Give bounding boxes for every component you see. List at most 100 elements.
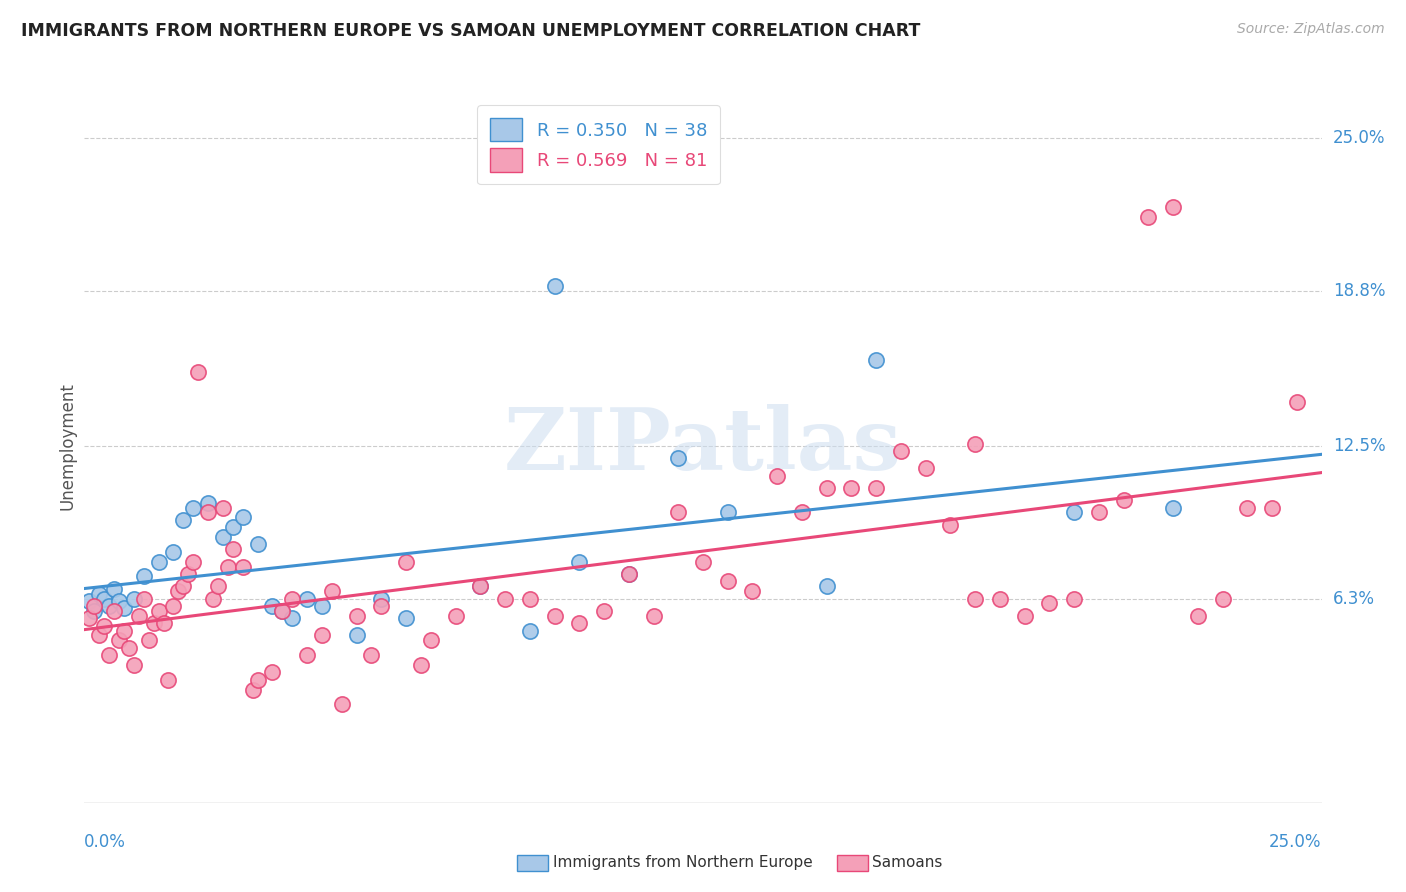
Text: Immigrants from Northern Europe: Immigrants from Northern Europe (553, 855, 813, 870)
Point (1236, 500, 1258, 515)
Point (108, 594, 131, 608)
Point (246, 673, 269, 687)
Point (232, 510, 254, 524)
Point (1261, 500, 1284, 515)
Point (232, 559, 254, 574)
Point (568, 555, 591, 569)
Point (222, 520, 245, 534)
Point (717, 505, 740, 519)
Point (865, 352, 887, 367)
Point (83, 599, 105, 613)
Text: ZIPatlas: ZIPatlas (503, 404, 903, 488)
Point (112, 601, 135, 615)
Point (890, 444, 912, 458)
Point (207, 579, 229, 593)
Point (152, 616, 174, 631)
Point (89, 628, 111, 642)
Point (330, 698, 353, 712)
Point (395, 611, 418, 625)
Point (965, 436, 987, 450)
Point (543, 608, 565, 623)
Point (98, 599, 121, 613)
Point (470, 579, 492, 593)
Point (148, 555, 170, 569)
Point (79, 611, 101, 625)
Point (122, 591, 145, 606)
Point (1161, 500, 1184, 515)
Point (217, 559, 239, 574)
Point (988, 591, 1011, 606)
Point (717, 574, 740, 589)
Point (295, 648, 318, 662)
Point (643, 608, 665, 623)
Point (246, 537, 269, 551)
Point (741, 584, 763, 599)
Point (444, 608, 467, 623)
Point (914, 461, 936, 475)
Point (212, 500, 235, 515)
Point (242, 682, 264, 697)
Point (1137, 210, 1160, 224)
Point (177, 566, 200, 581)
Point (212, 530, 235, 544)
Point (1112, 493, 1135, 508)
Y-axis label: Unemployment: Unemployment (58, 382, 76, 510)
Point (103, 604, 125, 618)
Point (167, 584, 190, 599)
Point (311, 628, 333, 642)
Point (172, 513, 194, 527)
Point (841, 481, 863, 495)
Point (1161, 200, 1184, 214)
Point (271, 604, 294, 618)
Point (1063, 505, 1085, 519)
Point (311, 599, 333, 613)
Text: Samoans: Samoans (872, 855, 942, 870)
Point (83, 604, 105, 618)
Point (1038, 597, 1060, 611)
Point (93, 618, 115, 632)
Point (108, 633, 131, 648)
Point (181, 500, 204, 515)
Point (157, 673, 180, 687)
Point (162, 545, 184, 559)
Point (295, 591, 318, 606)
Point (181, 555, 204, 569)
Point (519, 591, 541, 606)
Point (132, 591, 155, 606)
Point (1285, 394, 1308, 409)
Point (409, 658, 432, 673)
Point (519, 624, 541, 638)
Point (543, 279, 565, 293)
Point (262, 665, 284, 680)
Point (965, 591, 987, 606)
Point (617, 566, 640, 581)
Point (1063, 591, 1085, 606)
Point (122, 658, 145, 673)
Point (148, 604, 170, 618)
Point (370, 599, 392, 613)
FancyBboxPatch shape (837, 855, 868, 871)
Point (593, 604, 616, 618)
Point (346, 628, 368, 642)
Point (281, 591, 304, 606)
Text: 12.5%: 12.5% (1333, 437, 1385, 455)
Text: 18.8%: 18.8% (1333, 282, 1385, 300)
Point (202, 591, 225, 606)
Point (128, 608, 150, 623)
Point (692, 555, 714, 569)
Point (118, 640, 141, 655)
Point (262, 599, 284, 613)
Point (815, 579, 838, 593)
Legend: R = 0.350   N = 38, R = 0.569   N = 81: R = 0.350 N = 38, R = 0.569 N = 81 (477, 105, 720, 185)
Point (142, 616, 165, 631)
Point (617, 566, 640, 581)
Point (1014, 608, 1036, 623)
Point (222, 542, 245, 557)
Point (271, 604, 294, 618)
Point (1187, 608, 1209, 623)
Point (1088, 505, 1111, 519)
Point (98, 648, 121, 662)
Point (79, 594, 101, 608)
Point (419, 633, 441, 648)
Point (494, 591, 516, 606)
